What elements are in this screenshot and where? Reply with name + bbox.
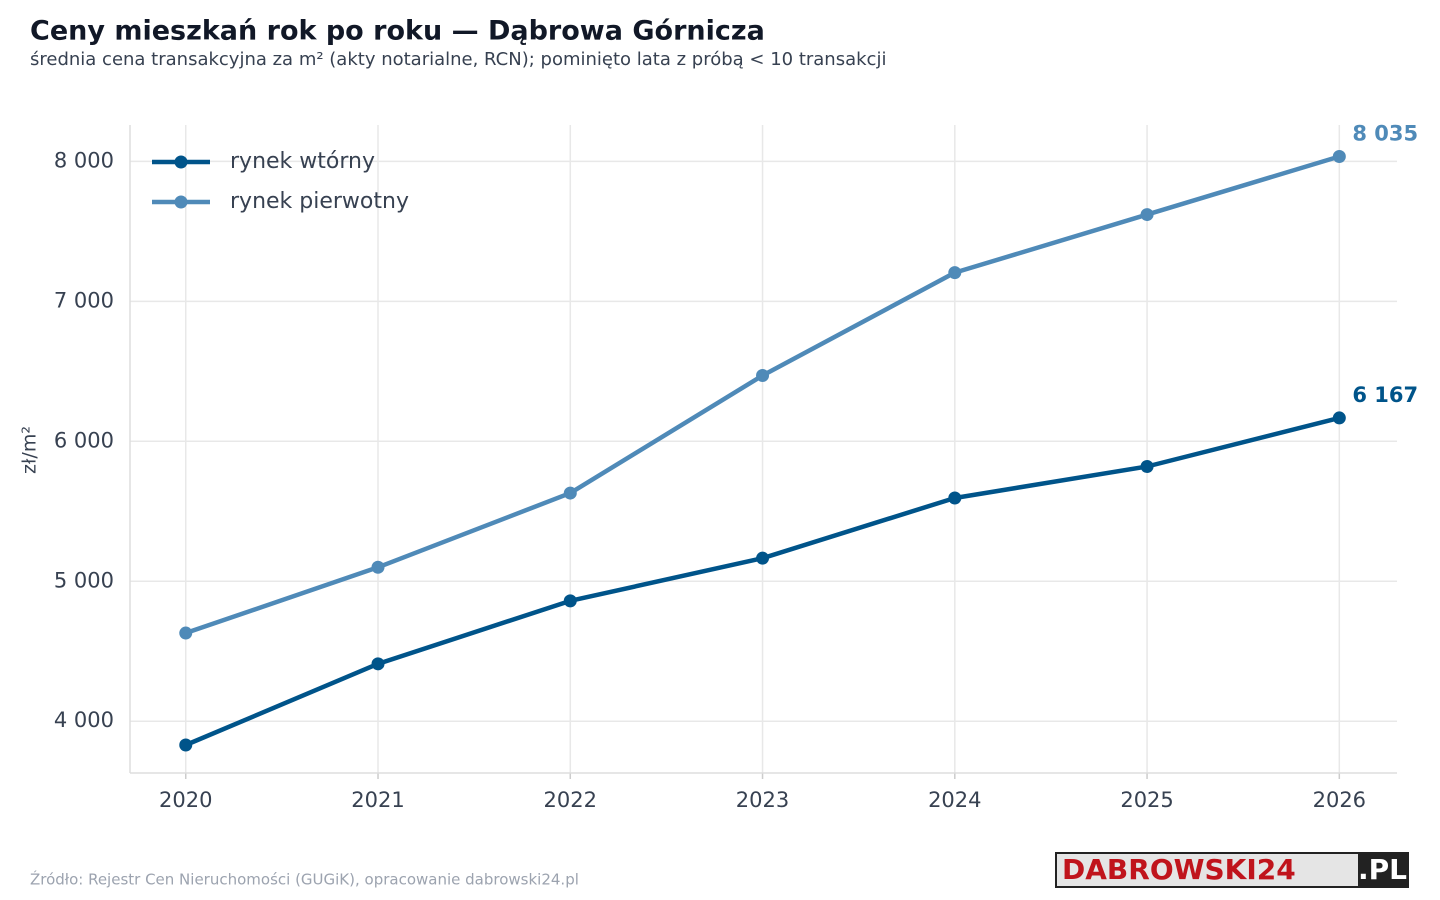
point-marker [371, 560, 385, 574]
x-tick-label: 2022 [544, 788, 597, 812]
y-tick-label: 4 000 [54, 708, 114, 732]
y-tick-label: 5 000 [54, 568, 114, 592]
y-tick-label: 7 000 [54, 288, 114, 312]
x-tick-label: 2026 [1313, 788, 1366, 812]
point-marker [1140, 459, 1154, 473]
legend-marker [174, 155, 188, 169]
point-marker [948, 491, 962, 505]
point-marker [179, 738, 193, 752]
x-tick-label: 2020 [159, 788, 212, 812]
point-marker [179, 626, 193, 640]
point-marker [1332, 149, 1346, 163]
logo-suffix-box [1358, 853, 1408, 887]
legend-label: rynek wtórny [230, 149, 375, 174]
point-marker [563, 486, 577, 500]
point-marker [756, 551, 770, 565]
chart-title: Ceny mieszkań rok po roku — Dąbrowa Górn… [30, 16, 765, 47]
y-axis-label: zł/m² [19, 426, 41, 474]
value-label: 8 035 [1352, 121, 1418, 145]
x-tick-label: 2024 [928, 788, 981, 812]
x-tick-label: 2023 [736, 788, 789, 812]
legend-label: rynek pierwotny [230, 189, 409, 214]
logo-suffix: .PL [1358, 853, 1407, 886]
chart-subtitle: średnia cena transakcyjna za m² (akty no… [30, 49, 886, 70]
point-marker [948, 266, 962, 280]
point-marker [1332, 411, 1346, 425]
legend-marker [174, 195, 188, 209]
y-tick-label: 6 000 [54, 428, 114, 452]
logo-main: DABROWSKI24 [1062, 853, 1296, 886]
point-marker [756, 369, 770, 383]
point-marker [563, 594, 577, 608]
y-tick-label: 8 000 [54, 148, 114, 172]
x-tick-label: 2021 [351, 788, 404, 812]
source-note: Źródło: Rejestr Cen Nieruchomości (GUGiK… [30, 870, 579, 889]
logo-box [1055, 852, 1409, 888]
point-marker [1140, 208, 1154, 222]
point-marker [371, 657, 385, 671]
x-tick-label: 2025 [1120, 788, 1173, 812]
value-label: 6 167 [1352, 383, 1418, 407]
